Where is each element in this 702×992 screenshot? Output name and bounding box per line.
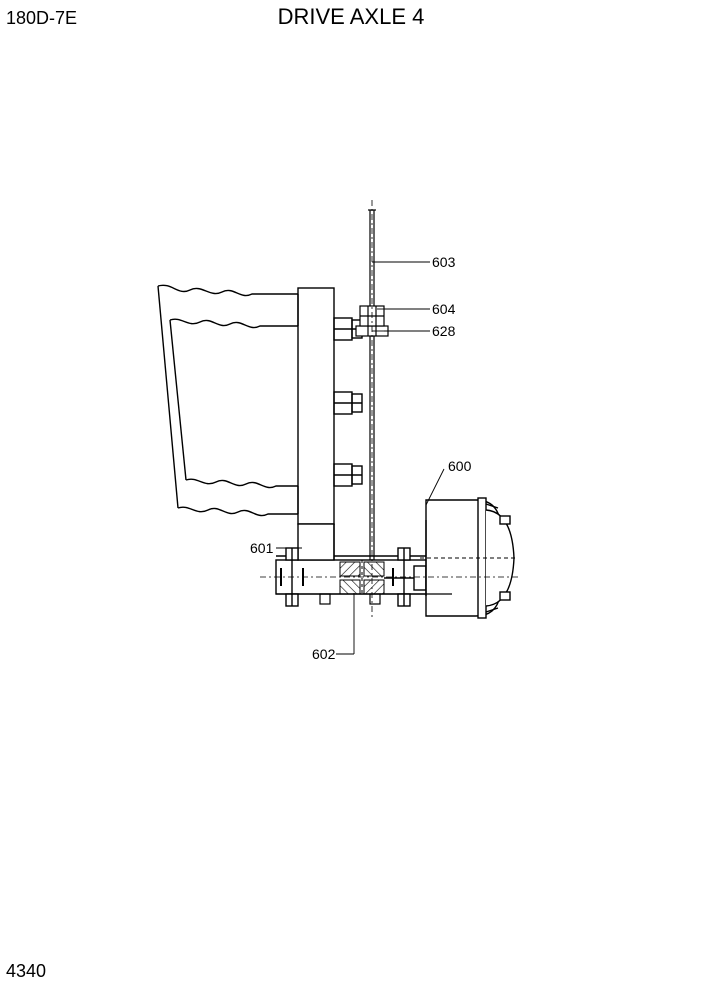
mounting-flange bbox=[298, 288, 362, 524]
callout-604: 604 bbox=[432, 301, 455, 317]
callout-602: 602 bbox=[312, 646, 335, 662]
flange-bolts bbox=[334, 318, 362, 486]
axle-housing-break bbox=[158, 285, 298, 515]
callout-600: 600 bbox=[448, 458, 471, 474]
callout-601: 601 bbox=[250, 540, 273, 556]
callout-603: 603 bbox=[432, 254, 455, 270]
axle-diagram bbox=[0, 0, 702, 992]
callout-628: 628 bbox=[432, 323, 455, 339]
